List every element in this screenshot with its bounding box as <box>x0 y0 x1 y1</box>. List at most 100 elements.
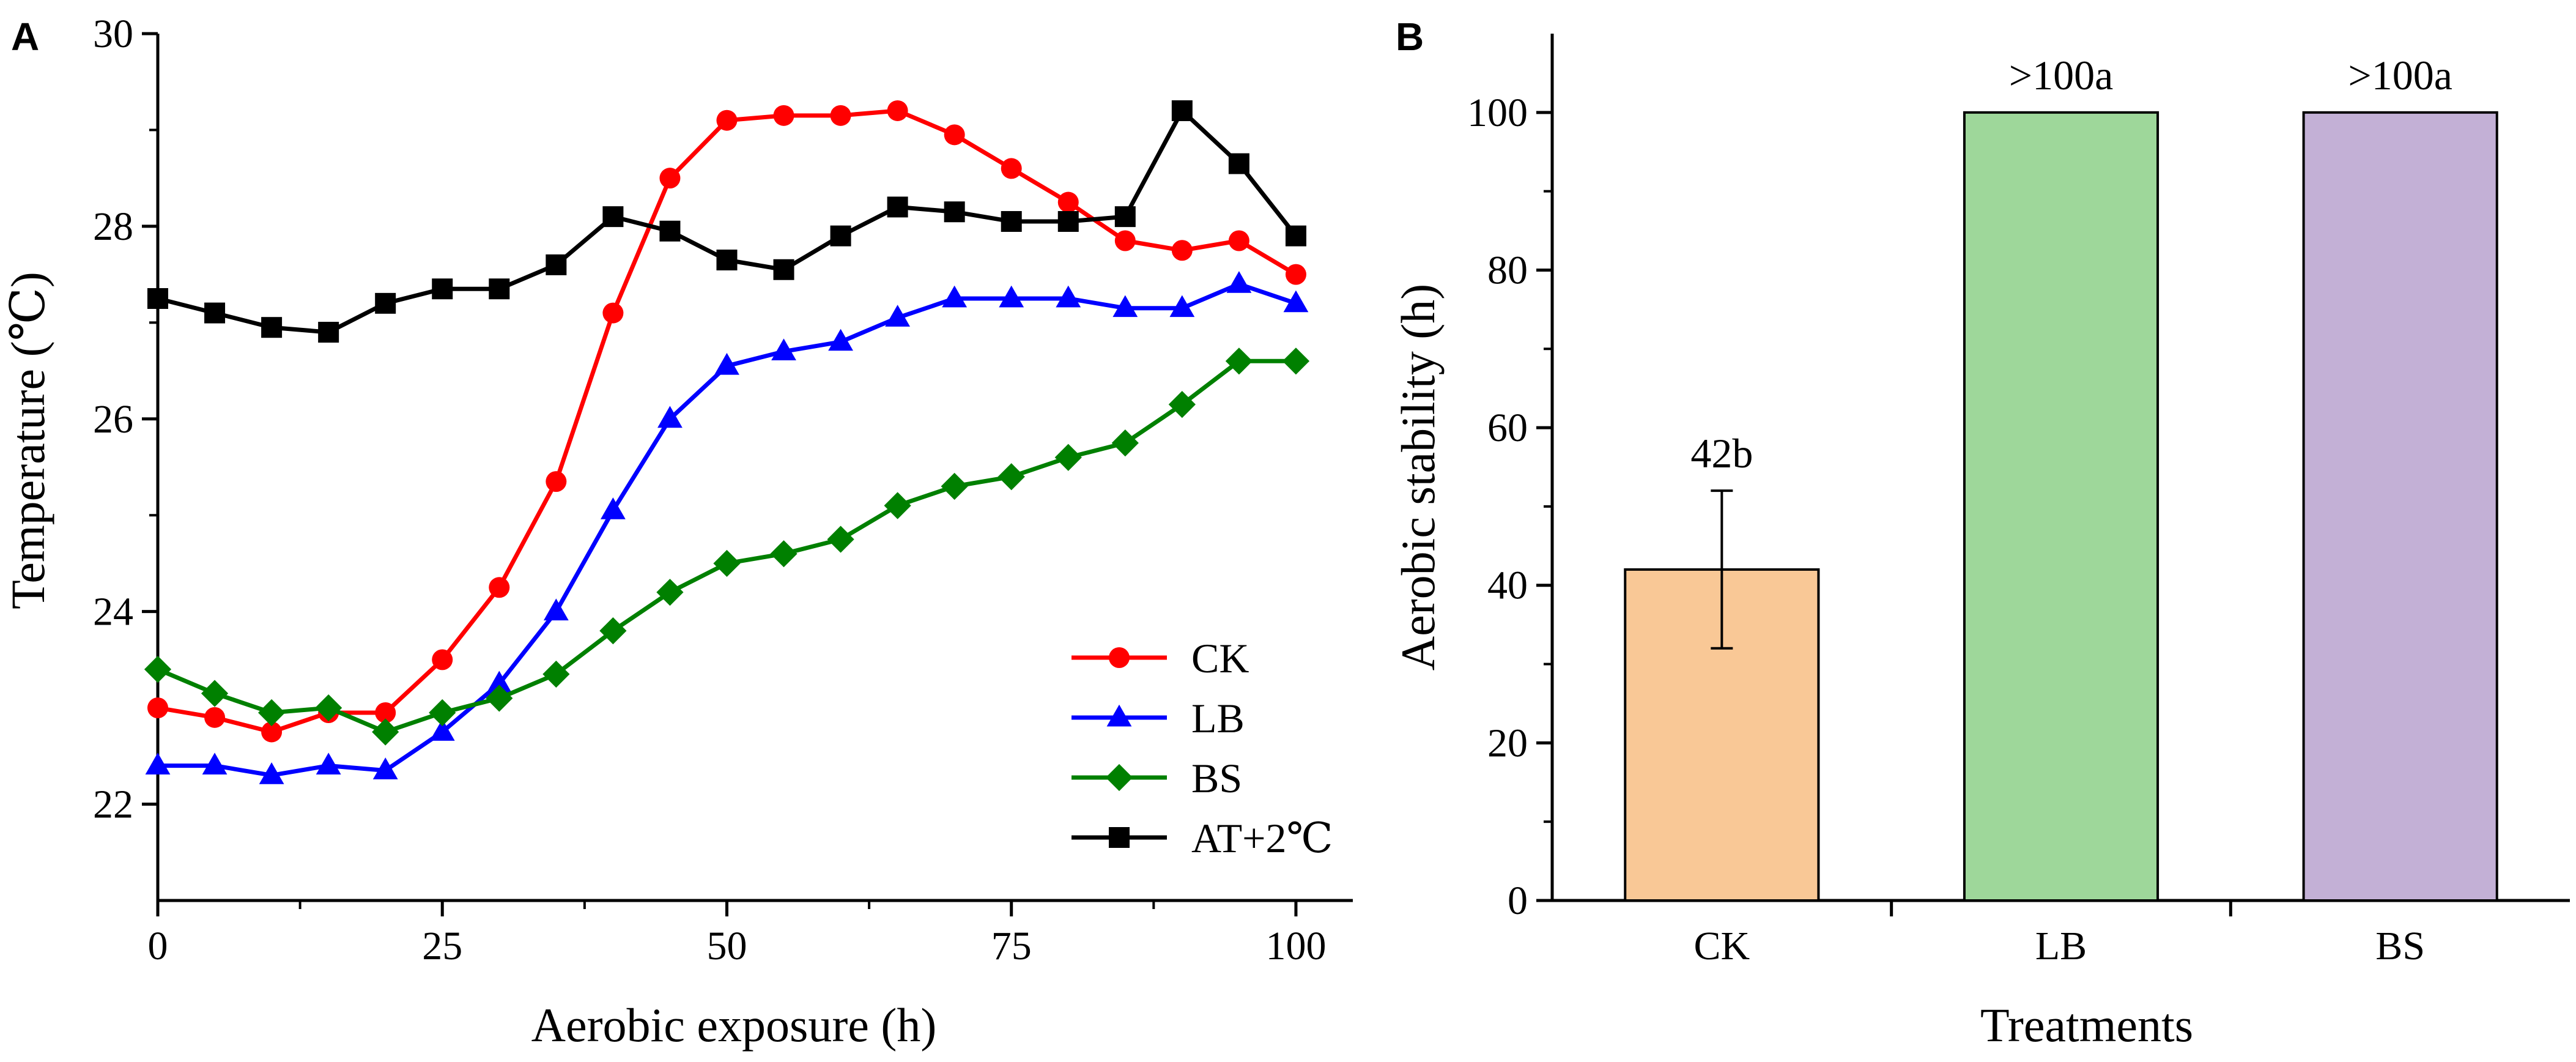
data-point-ck <box>1057 191 1079 213</box>
data-point-ck <box>716 110 738 131</box>
data-point-at-2 <box>887 196 908 218</box>
data-point-ck <box>887 100 908 121</box>
data-point-ck <box>432 649 453 670</box>
data-point-at-2 <box>375 292 396 314</box>
panel-b-letter: B <box>1396 15 1424 59</box>
data-point-ck <box>147 697 168 719</box>
data-point-bs <box>542 660 570 688</box>
data-point-lb <box>885 305 911 327</box>
data-point-at-2 <box>830 225 851 247</box>
panel-a-axes: 0 25 50 75 100 22 24 26 28 30 <box>93 12 1353 968</box>
data-point-bs <box>1168 391 1196 418</box>
data-point-at-2 <box>773 259 794 280</box>
data-point-lb <box>486 670 512 693</box>
data-point-at-2 <box>659 220 681 242</box>
series-ck <box>147 100 1306 743</box>
data-point-at-2 <box>1285 225 1306 247</box>
data-point-lb <box>145 752 171 775</box>
legend-marker-at-2 <box>1109 827 1130 848</box>
data-point-at-2 <box>1001 211 1022 232</box>
data-point-bs <box>1054 444 1082 471</box>
panel-a-line-chart: A 0 25 50 75 100 22 24 26 28 30 CK LB BS AT+2℃ Aerob… <box>1 12 1353 1052</box>
data-point-at-2 <box>716 249 738 270</box>
data-point-bs <box>997 463 1025 491</box>
data-point-bs <box>884 492 911 519</box>
data-point-ck <box>204 707 226 728</box>
panel-a-letter: A <box>11 15 39 59</box>
data-point-ck <box>546 471 567 492</box>
legend-label-at-2: AT+2℃ <box>1191 815 1333 861</box>
data-point-bs <box>941 472 968 500</box>
panel-a-x-tick-label: 0 <box>148 924 168 968</box>
data-point-at-2 <box>1057 211 1079 232</box>
category-label-lb: LB <box>2035 924 2087 968</box>
data-point-lb <box>259 762 284 784</box>
data-point-ck <box>1228 230 1249 251</box>
legend-marker-lb <box>1106 704 1132 727</box>
data-point-ck <box>830 105 851 126</box>
data-label-lb: >100a <box>2009 52 2114 98</box>
series-line-bs <box>157 358 1296 734</box>
series-line-ck <box>157 108 1297 734</box>
category-label-ck: CK <box>1693 924 1750 968</box>
panel-a-y-tick-label: 22 <box>93 782 133 827</box>
data-point-bs <box>656 579 684 606</box>
data-label-bs: >100a <box>2348 52 2452 98</box>
data-point-lb <box>600 497 626 519</box>
panel-b-y-tick-label: 100 <box>1467 91 1528 135</box>
data-point-lb <box>1226 271 1252 293</box>
data-point-ck <box>659 168 681 189</box>
panel-a-x-tick-label: 50 <box>706 924 747 968</box>
panel-b-bars: CK 42b LB >100a BS >100a <box>1624 52 2498 968</box>
data-label-ck: 42b <box>1690 430 1753 477</box>
data-point-ck <box>261 721 283 743</box>
data-point-bs <box>1282 347 1310 375</box>
data-point-lb <box>1169 295 1195 317</box>
data-point-at-2 <box>261 317 283 338</box>
data-point-at-2 <box>204 302 226 324</box>
data-point-at-2 <box>1114 206 1136 228</box>
data-point-lb <box>1056 285 1081 308</box>
panel-a-y-axis-label: Temperature (℃) <box>1 272 54 609</box>
data-point-at-2 <box>489 278 510 300</box>
data-point-bs <box>770 540 798 568</box>
data-point-lb <box>828 329 853 351</box>
legend-marker-ck <box>1109 647 1130 668</box>
panel-b-y-tick-label: 80 <box>1487 248 1528 292</box>
data-point-bs <box>315 694 342 722</box>
data-point-at-2 <box>546 254 567 275</box>
panel-b-y-tick-label: 40 <box>1487 563 1528 608</box>
data-point-lb <box>316 752 341 775</box>
panel-b-axes: 0 20 40 60 80 100 <box>1467 34 2570 923</box>
data-point-bs <box>827 525 854 553</box>
series-bs <box>144 347 1310 746</box>
data-point-bs <box>713 549 741 577</box>
panel-a-y-tick-label: 30 <box>93 12 133 56</box>
panel-b-y-axis-label: Aerobic stability (h) <box>1391 284 1445 671</box>
data-point-at-2 <box>944 201 965 223</box>
data-point-lb <box>202 752 228 775</box>
data-point-ck <box>602 302 624 324</box>
panel-b-y-tick-label: 20 <box>1487 721 1528 765</box>
panel-a-y-tick-label: 28 <box>93 204 133 249</box>
legend-marker-bs <box>1105 763 1133 792</box>
panel-a-y-tick-label: 24 <box>93 590 133 634</box>
data-point-lb <box>771 338 796 361</box>
panel-b-x-axis-label: Treatments <box>1980 998 2193 1052</box>
data-point-lb <box>999 285 1024 308</box>
data-point-bs <box>144 656 172 683</box>
data-point-bs <box>1111 429 1139 457</box>
panel-b-bar-chart: B 0 20 40 60 80 100 CK 42b LB >100a BS >100a Treat… <box>1391 15 2570 1052</box>
data-point-lb <box>657 406 683 428</box>
data-point-lb <box>543 598 569 621</box>
data-point-at-2 <box>318 322 339 343</box>
data-point-lb <box>942 285 968 308</box>
data-point-bs <box>1225 347 1253 375</box>
panel-a-legend: CK LB BS AT+2℃ <box>1071 635 1333 861</box>
data-point-bs <box>429 699 456 727</box>
data-point-bs <box>257 699 286 727</box>
panel-a-y-tick-label: 26 <box>93 397 133 442</box>
data-point-lb <box>1283 290 1309 313</box>
data-point-ck <box>489 577 510 598</box>
